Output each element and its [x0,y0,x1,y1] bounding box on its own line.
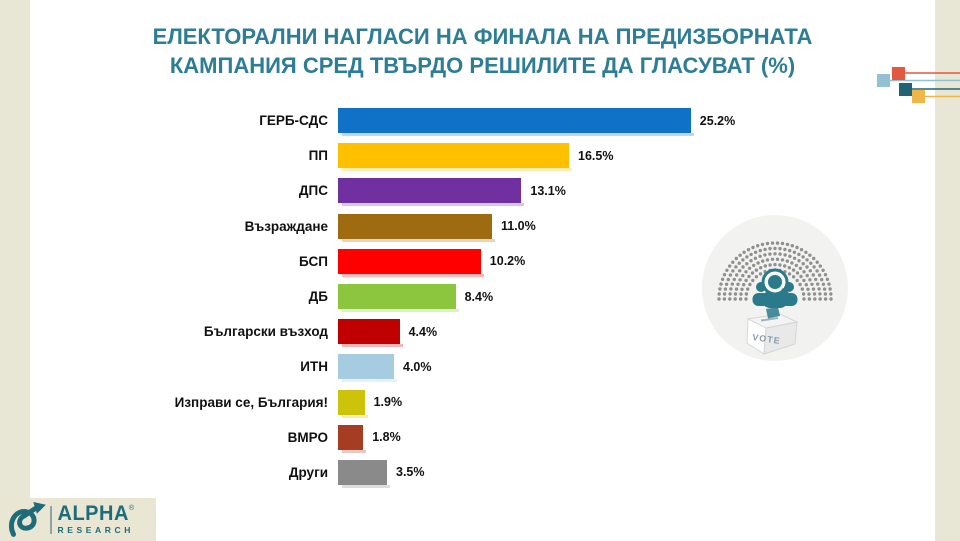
bar-segment [338,319,403,348]
value-label: 8.4% [464,289,494,304]
category-label: ДБ [308,289,328,305]
yellow-square-icon [912,90,925,103]
left-frame-strip [0,0,30,541]
bar-row: Български възход 4.4% [32,314,735,349]
category-label: БСП [299,253,328,269]
category-label: ВМРО [287,429,328,445]
bar-row: ПП 16.5% [32,138,735,173]
parliament-vote-graphic: VOTE [702,215,848,361]
vote-box-label: VOTE [752,332,782,346]
teal-square-icon [899,83,912,96]
bar-row: ИТН 4.0% [32,349,735,384]
category-label: ИТН [300,359,328,375]
logo-brand-text: ALPHA [57,502,129,526]
bar-segment [338,178,525,207]
title-line-1: ЕЛЕКТОРАЛНИ НАГЛАСИ НА ФИНАЛА НА ПРЕДИЗБ… [152,24,813,49]
logo-divider [50,505,52,534]
value-label: 4.0% [403,359,432,374]
value-label: 16.5% [578,148,614,163]
value-label: 11.0% [501,219,536,234]
value-label: 4.4% [408,324,438,339]
bar-row: Възраждане 11.0% [32,209,735,244]
category-label: Изправи се, България! [174,394,328,410]
right-frame-strip [935,0,960,541]
value-label: 1.9% [373,395,403,410]
category-label: ГЕРБ-СДС [259,113,328,129]
bar-segment [338,284,459,313]
ballot-box-icon: VOTE [746,307,799,355]
category-label: ДПС [298,183,328,199]
bar-chart: ГЕРБ-СДС 25.2% ПП 16.5% ДПС 13.1% Възраждане 11… [32,103,735,490]
bar-row: ДБ 8.4% [32,279,735,314]
bar-row: БСП 10.2% [32,244,735,279]
decor-connector-squares [877,67,960,103]
bar-segment [338,108,694,137]
category-label: Български възход [203,324,328,340]
category-label: Възраждане [244,218,328,234]
value-label: 10.2% [489,254,526,269]
logo-sub-text: RESEARCH [57,525,135,536]
bar-row: ВМРО 1.8% [32,420,735,455]
red-square-icon [892,67,905,80]
bar-row: Изправи се, България! 1.9% [32,385,735,420]
parliament-seat-dots [717,241,833,301]
category-label: ПП [308,148,328,164]
bar-row: Други 3.5% [32,455,735,490]
bar-segment [338,354,397,383]
bar-row: ДПС 13.1% [32,173,735,208]
page-title: ЕЛЕКТОРАЛНИ НАГЛАСИ НА ФИНАЛА НА ПРЕДИЗБ… [30,22,935,80]
bar-row: ГЕРБ-СДС 25.2% [32,103,735,138]
alpha-arrow-icon [8,501,46,537]
value-label: 3.5% [396,465,425,480]
voters-magnifier-icon [752,268,798,308]
bar-segment [338,424,367,453]
blue-square-icon [877,74,890,87]
bar-segment [338,459,390,488]
bar-segment [338,213,495,242]
value-label: 25.2% [699,113,736,128]
bar-segment [338,248,484,277]
bar-segment [338,389,368,418]
value-label: 13.1% [530,183,566,198]
category-label: Други [288,464,328,480]
title-line-2: КАМПАНИЯ СРЕД ТВЪРДО РЕШИЛИТЕ ДА ГЛАСУВА… [169,53,796,78]
value-label: 1.8% [372,430,401,445]
bar-segment [338,143,572,172]
registered-mark: ® [128,505,135,513]
alpha-research-logo: ALPHA ® RESEARCH [0,498,156,541]
